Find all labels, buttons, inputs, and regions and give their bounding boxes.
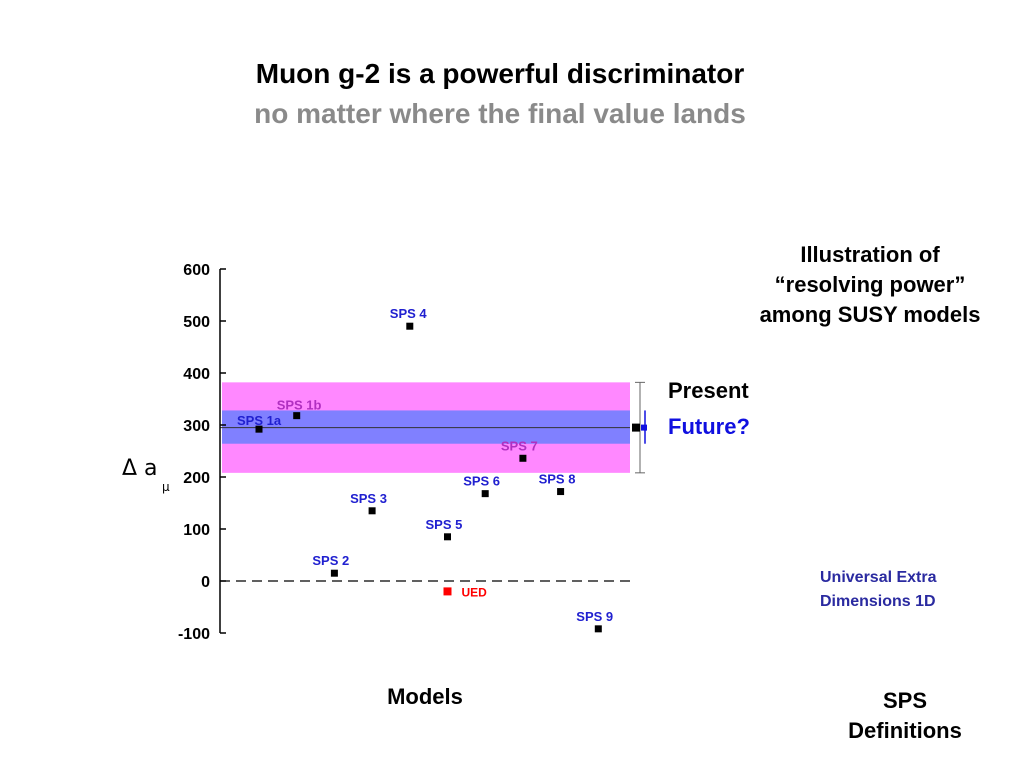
y-axis-label: Δ a (122, 456, 158, 481)
y-tick-label: 100 (183, 522, 210, 539)
data-point-label: SPS 1b (277, 398, 322, 413)
data-point (557, 488, 565, 496)
data-point-label: SPS 6 (463, 474, 500, 489)
ued-note-line-1: Universal Extra (820, 569, 937, 586)
y-tick-label: 300 (183, 418, 210, 435)
data-point (330, 569, 338, 577)
present-band-label: Present (668, 378, 749, 403)
y-tick-label: 500 (183, 314, 210, 331)
slide-subtitle: no matter where the final value lands (254, 98, 746, 129)
sps-definitions-label: SPS Definitions (830, 686, 980, 746)
y-tick-label: -100 (178, 626, 210, 643)
central-value-marker (632, 423, 640, 432)
y-axis-label-subscript: μ (162, 480, 170, 494)
resolving-note-line-2: “resolving power” (774, 272, 966, 297)
future-band (222, 410, 630, 444)
models-label: Models (387, 684, 463, 709)
data-point-label: SPS 3 (350, 491, 387, 506)
data-point (293, 412, 301, 420)
data-point-label: SPS 2 (312, 553, 349, 568)
data-point (255, 425, 263, 433)
future-value-marker (641, 424, 647, 431)
y-tick-label: 400 (183, 366, 210, 383)
ued-point-label: UED (462, 585, 488, 599)
data-point-label: SPS 4 (390, 306, 428, 321)
data-point-label: SPS 5 (426, 517, 463, 532)
resolving-note-line-3: among SUSY models (759, 302, 981, 327)
slide-title: Muon g-2 is a powerful discriminator (255, 58, 745, 89)
sps-definitions-line-1: SPS (882, 688, 928, 713)
resolving-note-line-1: Illustration of (800, 242, 940, 267)
data-point (519, 454, 527, 462)
ued-note-line-2: Dimensions 1D (820, 593, 936, 610)
y-tick-label: 0 (201, 574, 210, 591)
resolving-power-note: Illustration of “resolving power” among … (735, 240, 1005, 330)
sps-definitions-line-2: Definitions (848, 718, 962, 743)
data-point (406, 322, 414, 330)
data-point-label: SPS 7 (501, 438, 538, 453)
ued-point (443, 587, 452, 596)
data-point (444, 533, 451, 541)
data-point-label: SPS 9 (576, 609, 613, 624)
ued-note: Universal Extra Dimensions 1D (820, 566, 980, 614)
future-band-label: Future? (668, 414, 750, 439)
data-point-label: SPS 1a (237, 413, 282, 428)
data-point-label: SPS 8 (539, 472, 576, 487)
data-point (481, 490, 489, 498)
y-tick-label: 200 (183, 470, 210, 487)
data-point (368, 507, 376, 515)
data-point (594, 625, 602, 633)
y-tick-label: 600 (183, 262, 210, 279)
